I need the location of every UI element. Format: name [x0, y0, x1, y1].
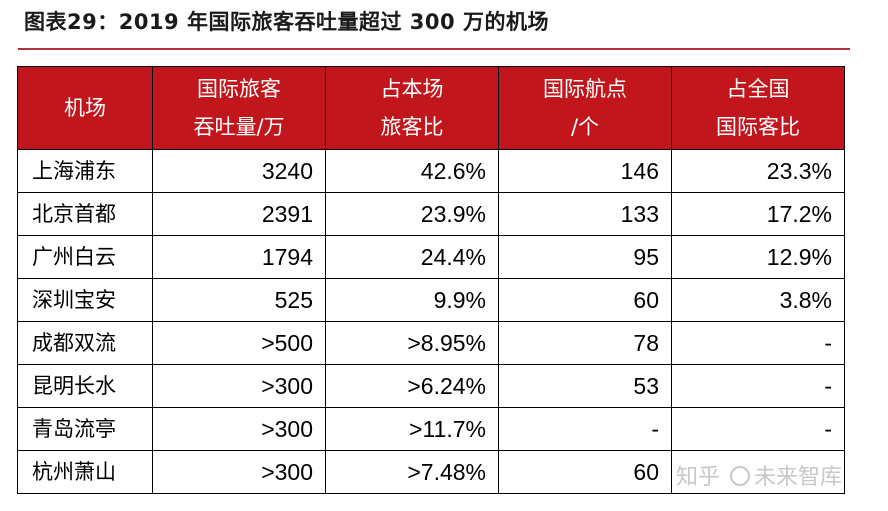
author-icon [730, 466, 751, 486]
header-intl-destinations: 国际航点/个 [498, 66, 672, 150]
cell-airport: 成都双流 [17, 321, 153, 365]
cell-intl-destinations: 95 [498, 235, 672, 279]
cell-share-of-airport: >7.48% [325, 450, 499, 494]
cell-airport: 青岛流亭 [17, 407, 153, 451]
cell-share-of-national: - [671, 407, 845, 451]
cell-share-of-national: 12.9% [671, 235, 845, 279]
cell-intl-destinations: 146 [498, 149, 672, 193]
table-row: 杭州萧山 >300 >7.48% 60 [17, 450, 845, 494]
cell-airport: 北京首都 [17, 192, 153, 236]
cell-share-of-airport: >11.7% [325, 407, 499, 451]
cell-intl-destinations: 78 [498, 321, 672, 365]
cell-intl-destinations: 133 [498, 192, 672, 236]
cell-share-of-airport: 42.6% [325, 149, 499, 193]
cell-share-of-airport: 24.4% [325, 235, 499, 279]
cell-share-of-national: 17.2% [671, 192, 845, 236]
header-airport: 机场 [17, 66, 153, 150]
header-share-of-airport: 占本场 旅客比 [325, 66, 499, 150]
figure-title: 图表29：2019 年国际旅客吞吐量超过 300 万的机场 [24, 10, 549, 34]
header-intl-passengers: 国际旅客 吞吐量/万 [152, 66, 326, 150]
cell-intl-passengers: >300 [152, 450, 326, 494]
cell-intl-passengers: >300 [152, 407, 326, 451]
cell-intl-passengers: 1794 [152, 235, 326, 279]
cell-intl-passengers: 3240 [152, 149, 326, 193]
cell-intl-passengers: 525 [152, 278, 326, 322]
cell-share-of-airport: >8.95% [325, 321, 499, 365]
cell-airport: 杭州萧山 [17, 450, 153, 494]
cell-share-of-national [671, 450, 845, 494]
table-row: 深圳宝安 525 9.9% 60 3.8% [17, 278, 845, 322]
cell-intl-passengers: >500 [152, 321, 326, 365]
title-divider [18, 48, 850, 50]
cell-airport: 广州白云 [17, 235, 153, 279]
cell-share-of-national: 3.8% [671, 278, 845, 322]
cell-intl-destinations: 60 [498, 278, 672, 322]
table-row: 北京首都 2391 23.9% 133 17.2% [17, 192, 845, 236]
cell-intl-destinations: 53 [498, 364, 672, 408]
watermark-author: 未来智库 [754, 465, 843, 490]
cell-share-of-airport: 23.9% [325, 192, 499, 236]
cell-share-of-national: - [671, 321, 845, 365]
table-row: 广州白云 1794 24.4% 95 12.9% [17, 235, 845, 279]
header-share-of-national: 占全国 国际客比 [671, 66, 845, 150]
table-row: 昆明长水 >300 >6.24% 53 - [17, 364, 845, 408]
cell-intl-destinations: - [498, 407, 672, 451]
cell-share-of-airport: 9.9% [325, 278, 499, 322]
watermark: 知乎 未来智库 [676, 459, 842, 491]
cell-intl-passengers: 2391 [152, 192, 326, 236]
cell-intl-passengers: >300 [152, 364, 326, 408]
header-row: 机场 国际旅客 吞吐量/万 占本场 旅客比 国际航点/个 占全国 国际客比 [17, 66, 845, 150]
airport-table: 机场 国际旅客 吞吐量/万 占本场 旅客比 国际航点/个 占全国 国际客比 上海浦东 … [17, 66, 845, 494]
cell-share-of-national: - [671, 364, 845, 408]
cell-share-of-national: 23.3% [671, 149, 845, 193]
cell-airport: 深圳宝安 [17, 278, 153, 322]
cell-intl-destinations: 60 [498, 450, 672, 494]
cell-airport: 昆明长水 [17, 364, 153, 408]
table-row: 青岛流亭 >300 >11.7% - - [17, 407, 845, 451]
table-row: 上海浦东 3240 42.6% 146 23.3% [17, 149, 845, 193]
cell-airport: 上海浦东 [17, 149, 153, 193]
cell-share-of-airport: >6.24% [325, 364, 499, 408]
watermark-site: 知乎 [676, 465, 721, 490]
table-row: 成都双流 >500 >8.95% 78 - [17, 321, 845, 365]
